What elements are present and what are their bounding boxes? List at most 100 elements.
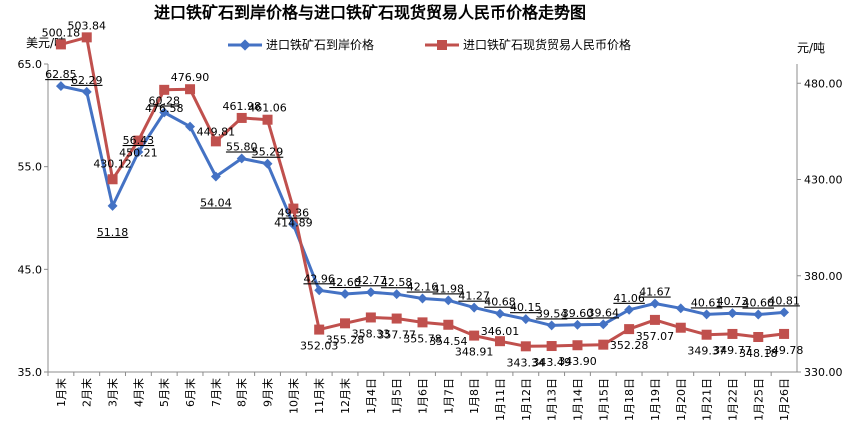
series-1-point bbox=[262, 158, 273, 169]
series-2-point bbox=[649, 314, 660, 325]
series-2-point bbox=[727, 328, 738, 339]
legend-marker-series-2 bbox=[437, 40, 447, 50]
series-2-point bbox=[81, 32, 92, 43]
data-label-series-1: 62.29 bbox=[71, 74, 103, 87]
series-1-point bbox=[288, 219, 299, 230]
x-tick-label: 1月末 bbox=[54, 378, 68, 407]
data-label-series-1: 51.18 bbox=[97, 226, 129, 239]
series-2-point bbox=[443, 319, 454, 330]
series-1-point bbox=[546, 320, 557, 331]
left-axis-ticks: 65.0 55.0 45.0 35.0 bbox=[18, 58, 48, 379]
series-2-point bbox=[314, 324, 325, 335]
data-label-series-1: 62.85 bbox=[45, 68, 77, 81]
x-tick-label: 1月26日 bbox=[778, 378, 791, 421]
series-1-point bbox=[107, 200, 118, 211]
series-2-point bbox=[469, 330, 480, 341]
x-tick-label: 11月末 bbox=[312, 378, 326, 414]
series-1-point bbox=[753, 309, 764, 320]
data-label-series-1: 41.06 bbox=[613, 292, 645, 305]
data-label-series-1: 42.60 bbox=[329, 276, 361, 289]
x-tick-label: 1月21日 bbox=[701, 378, 714, 421]
series-1-point bbox=[624, 304, 635, 315]
data-label-series-1: 41.67 bbox=[639, 286, 671, 299]
right-axis-unit: 元/吨 bbox=[797, 41, 825, 55]
x-tick-label: 1月11日 bbox=[494, 378, 507, 421]
x-tick-label: 1月18日 bbox=[623, 378, 636, 421]
data-label-series-1: 55.80 bbox=[226, 140, 258, 153]
data-label-series-1: 40.61 bbox=[691, 296, 723, 309]
data-label-series-1: 41.98 bbox=[433, 282, 465, 295]
x-tick-label: 2月末 bbox=[80, 378, 94, 407]
legend-marker-series-1 bbox=[239, 39, 251, 51]
data-label-series-2: 430.12 bbox=[93, 157, 132, 170]
x-tick-label: 3月末 bbox=[106, 378, 120, 407]
x-tick-label: 8月末 bbox=[235, 378, 249, 407]
series-1-point bbox=[495, 308, 505, 319]
left-tick-label: 35.0 bbox=[18, 366, 43, 379]
data-label-series-1: 60.28 bbox=[148, 94, 180, 107]
data-label-series-1: 54.04 bbox=[200, 197, 232, 210]
data-label-series-1: 39.60 bbox=[562, 307, 594, 320]
data-label-series-1: 55.29 bbox=[252, 146, 284, 159]
series-1-point bbox=[417, 293, 428, 304]
x-tick-label: 4月末 bbox=[131, 378, 145, 407]
data-label-series-2: 476.58 bbox=[145, 102, 184, 115]
data-label-series-1: 40.73 bbox=[717, 295, 749, 308]
series-1-point bbox=[81, 86, 92, 97]
x-tick-label: 1月22日 bbox=[726, 378, 739, 421]
series-1-point bbox=[727, 308, 738, 319]
x-tick-label: 1月19日 bbox=[649, 378, 662, 421]
series-2-point bbox=[391, 313, 402, 324]
series-2-point bbox=[262, 114, 273, 125]
series-2-point bbox=[572, 340, 583, 351]
legend: 进口铁矿石到岸价格 进口铁矿石现货贸易人民币价格 bbox=[228, 37, 631, 52]
series-1-point bbox=[133, 147, 144, 157]
x-tick-label: 1月4日 bbox=[365, 378, 378, 414]
data-label-series-1: 42.58 bbox=[381, 276, 413, 289]
data-label-series-2: 343.90 bbox=[558, 355, 597, 368]
series-1-point bbox=[185, 121, 196, 132]
data-label-series-1: 56.43 bbox=[123, 134, 155, 147]
x-tick-label: 9月末 bbox=[261, 378, 275, 407]
data-label-series-1: 42.77 bbox=[355, 274, 387, 287]
x-tick-label: 1月12日 bbox=[520, 378, 533, 421]
data-label-series-2: 476.90 bbox=[171, 71, 210, 84]
data-label-series-2: 414.89 bbox=[274, 217, 313, 230]
series-1-point bbox=[520, 314, 531, 325]
series-2-point bbox=[185, 84, 196, 95]
series-2-point bbox=[210, 136, 221, 147]
data-label-series-2: 352.03 bbox=[300, 340, 339, 353]
x-tick-label: 12月末 bbox=[338, 378, 352, 414]
series-2-point bbox=[340, 318, 351, 329]
data-label-series-2: 461.06 bbox=[248, 102, 287, 115]
data-label-series-1: 39.54 bbox=[536, 307, 568, 320]
series-2-point bbox=[288, 203, 299, 214]
series-1-point bbox=[649, 298, 660, 309]
series-2-point bbox=[675, 322, 686, 333]
series-2-point bbox=[417, 317, 428, 328]
data-label-series-1: 40.81 bbox=[768, 294, 800, 307]
data-label-series-2: 354.54 bbox=[429, 335, 468, 348]
series-2-point bbox=[624, 324, 635, 335]
series-2-point bbox=[598, 339, 609, 350]
x-tick-label: 5月末 bbox=[157, 378, 171, 407]
series-2-point bbox=[779, 328, 790, 339]
data-label-series-1: 40.60 bbox=[743, 297, 775, 310]
series-1-point bbox=[365, 287, 376, 298]
x-tick-label: 1月5日 bbox=[391, 378, 404, 414]
series-2-point bbox=[107, 174, 118, 185]
x-tick-label: 1月13日 bbox=[546, 378, 559, 421]
data-label-series-2: 449.81 bbox=[197, 125, 236, 138]
series-1-point bbox=[210, 171, 221, 182]
x-tick-label: 6月末 bbox=[183, 378, 197, 407]
right-tick-label: 430.00 bbox=[804, 174, 843, 187]
x-axis-tick-labels: 1月末 2月末 3月末 4月末 5月末 6月末 7月末 8月末 9月末 10月末 11月末 12月末 1… bbox=[47, 372, 791, 421]
series-1-point bbox=[314, 285, 325, 296]
data-label-series-2: 503.84 bbox=[67, 19, 106, 32]
data-label-series-2: 343.34 bbox=[507, 356, 546, 369]
x-tick-label: 1月20日 bbox=[675, 378, 688, 421]
right-axis-ticks: 480.00 430.00 380.00 330.00 bbox=[797, 77, 843, 379]
series-2-point bbox=[753, 332, 764, 343]
data-label-series-2: 450.21 bbox=[119, 147, 158, 160]
